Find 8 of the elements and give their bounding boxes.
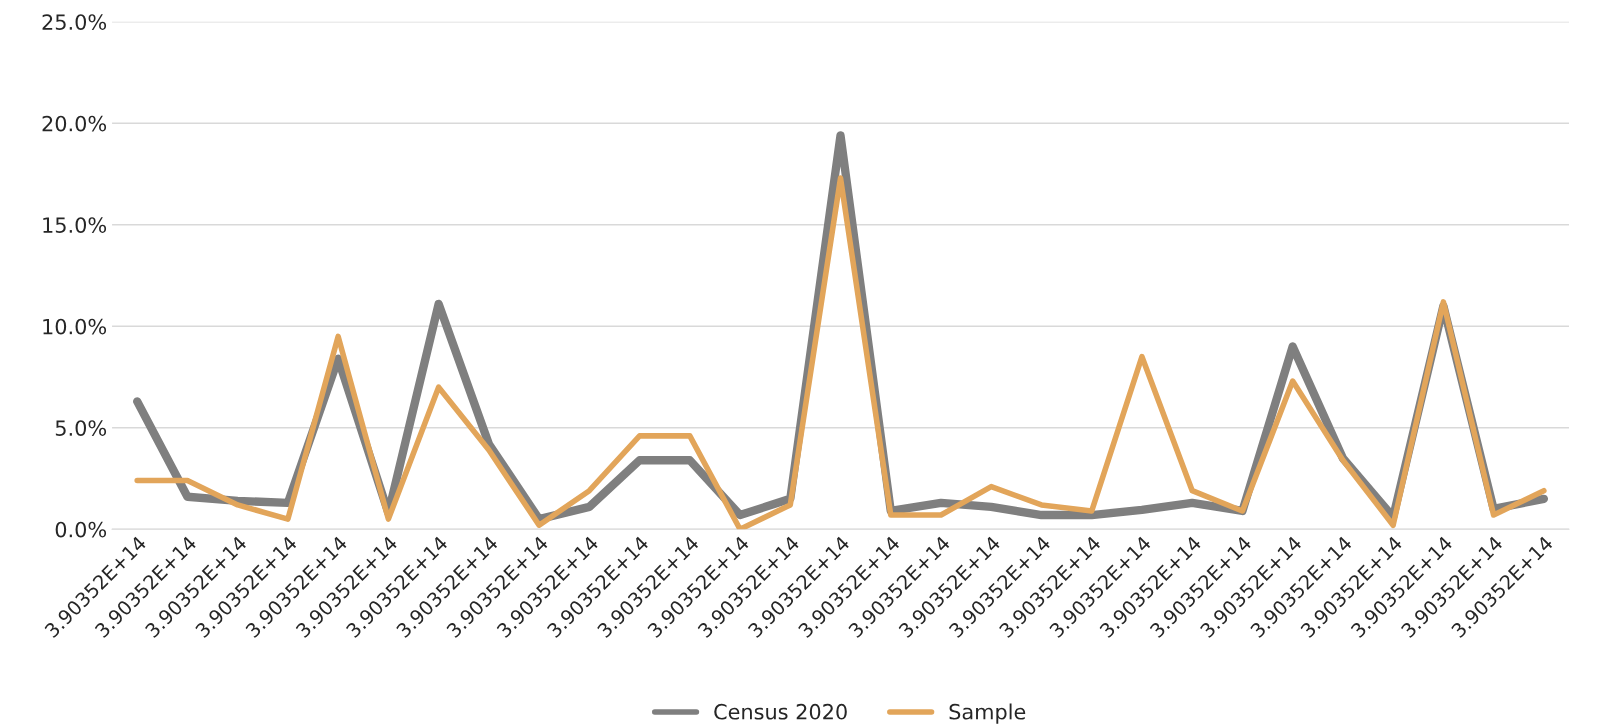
y-tick-label: 25.0% [42,14,107,30]
y-tick-label: 5.0% [55,420,107,436]
legend-label: Census 2020 [714,703,847,720]
y-tick-label: 15.0% [43,217,107,233]
y-tick-label: 10.0% [43,318,107,335]
y-tick-label: 20.0% [42,115,107,132]
y-tick-label: 0.0% [55,521,107,538]
legend-label: Sample [949,703,1026,724]
